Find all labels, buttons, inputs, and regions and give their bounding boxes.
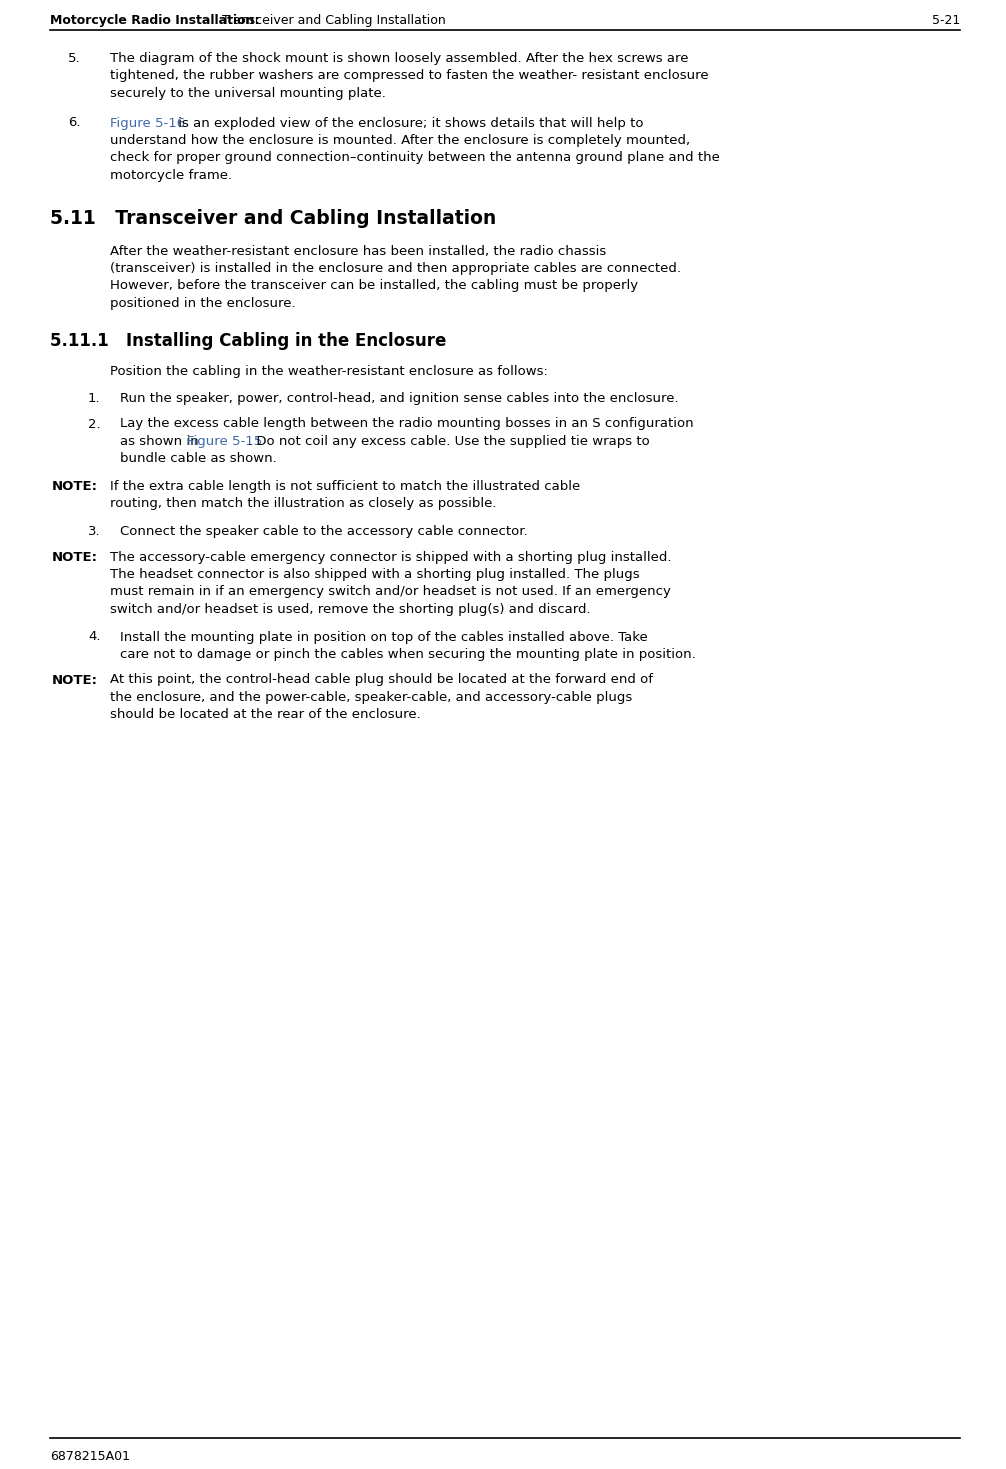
Text: understand how the enclosure is mounted. After the enclosure is completely mount: understand how the enclosure is mounted.… (110, 134, 690, 147)
Text: The accessory-cable emergency connector is shipped with a shorting plug installe: The accessory-cable emergency connector … (110, 551, 671, 564)
Text: Lay the excess cable length between the radio mounting bosses in an S configurat: Lay the excess cable length between the … (120, 417, 693, 430)
Text: 4.: 4. (88, 630, 101, 643)
Text: 6878215A01: 6878215A01 (50, 1450, 130, 1463)
Text: care not to damage or pinch the cables when securing the mounting plate in posit: care not to damage or pinch the cables w… (120, 648, 696, 661)
Text: 5.: 5. (68, 51, 80, 65)
Text: should be located at the rear of the enclosure.: should be located at the rear of the enc… (110, 708, 421, 721)
Text: Install the mounting plate in position on top of the cables installed above. Tak: Install the mounting plate in position o… (120, 630, 648, 643)
Text: tightened, the rubber washers are compressed to fasten the weather- resistant en: tightened, the rubber washers are compre… (110, 69, 708, 82)
Text: 6.: 6. (68, 116, 80, 129)
Text: 5.11.1   Installing Cabling in the Enclosure: 5.11.1 Installing Cabling in the Enclosu… (50, 332, 447, 351)
Text: routing, then match the illustration as closely as possible.: routing, then match the illustration as … (110, 498, 497, 511)
Text: NOTE:: NOTE: (52, 480, 98, 494)
Text: is an exploded view of the enclosure; it shows details that will help to: is an exploded view of the enclosure; it… (174, 116, 643, 129)
Text: If the extra cable length is not sufficient to match the illustrated cable: If the extra cable length is not suffici… (110, 480, 580, 494)
Text: check for proper ground connection–continuity between the antenna ground plane a: check for proper ground connection–conti… (110, 151, 720, 165)
Text: The diagram of the shock mount is shown loosely assembled. After the hex screws : The diagram of the shock mount is shown … (110, 51, 688, 65)
Text: Transceiver and Cabling Installation: Transceiver and Cabling Installation (218, 15, 446, 26)
Text: 2.: 2. (88, 417, 101, 430)
Text: NOTE:: NOTE: (52, 551, 98, 564)
Text: 3.: 3. (88, 524, 101, 538)
Text: Position the cabling in the weather-resistant enclosure as follows:: Position the cabling in the weather-resi… (110, 364, 548, 378)
Text: Run the speaker, power, control-head, and ignition sense cables into the enclosu: Run the speaker, power, control-head, an… (120, 392, 679, 405)
Text: positioned in the enclosure.: positioned in the enclosure. (110, 297, 296, 310)
Text: NOTE:: NOTE: (52, 673, 98, 686)
Text: Motorcycle Radio Installation:: Motorcycle Radio Installation: (50, 15, 260, 26)
Text: Figure 5-15: Figure 5-15 (186, 435, 262, 448)
Text: securely to the universal mounting plate.: securely to the universal mounting plate… (110, 87, 386, 100)
Text: After the weather-resistant enclosure has been installed, the radio chassis: After the weather-resistant enclosure ha… (110, 244, 607, 257)
Text: . Do not coil any excess cable. Use the supplied tie wraps to: . Do not coil any excess cable. Use the … (247, 435, 650, 448)
Text: 1.: 1. (88, 392, 101, 405)
Text: (transceiver) is installed in the enclosure and then appropriate cables are conn: (transceiver) is installed in the enclos… (110, 261, 681, 275)
Text: the enclosure, and the power-cable, speaker-cable, and accessory-cable plugs: the enclosure, and the power-cable, spea… (110, 690, 632, 704)
Text: as shown in: as shown in (120, 435, 203, 448)
Text: Figure 5-16: Figure 5-16 (110, 116, 185, 129)
Text: motorcycle frame.: motorcycle frame. (110, 169, 232, 182)
Text: 5.11   Transceiver and Cabling Installation: 5.11 Transceiver and Cabling Installatio… (50, 209, 496, 228)
Text: switch and/or headset is used, remove the shorting plug(s) and discard.: switch and/or headset is used, remove th… (110, 602, 591, 616)
Text: bundle cable as shown.: bundle cable as shown. (120, 452, 277, 466)
Text: must remain in if an emergency switch and/or headset is not used. If an emergenc: must remain in if an emergency switch an… (110, 586, 671, 598)
Text: 5-21: 5-21 (932, 15, 960, 26)
Text: At this point, the control-head cable plug should be located at the forward end : At this point, the control-head cable pl… (110, 673, 653, 686)
Text: However, before the transceiver can be installed, the cabling must be properly: However, before the transceiver can be i… (110, 279, 638, 292)
Text: The headset connector is also shipped with a shorting plug installed. The plugs: The headset connector is also shipped wi… (110, 569, 640, 582)
Text: Connect the speaker cable to the accessory cable connector.: Connect the speaker cable to the accesso… (120, 524, 527, 538)
